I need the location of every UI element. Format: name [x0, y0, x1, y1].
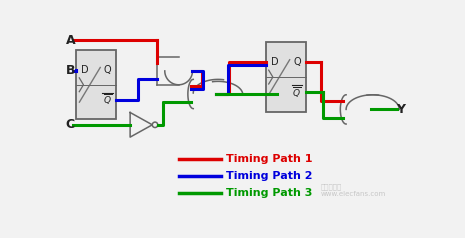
FancyBboxPatch shape	[76, 50, 116, 119]
Text: D: D	[81, 64, 89, 74]
Text: Y: Y	[397, 103, 405, 116]
Text: Q: Q	[293, 57, 301, 67]
Text: B: B	[66, 64, 75, 77]
Text: 电子发烧友
www.elecfans.com: 电子发烧友 www.elecfans.com	[321, 183, 386, 197]
Text: A: A	[66, 34, 75, 47]
FancyBboxPatch shape	[266, 42, 306, 112]
Text: Q: Q	[104, 64, 111, 74]
Text: D: D	[271, 57, 278, 67]
Text: $\overline{Q}$: $\overline{Q}$	[103, 93, 112, 108]
Text: Timing Path 1: Timing Path 1	[226, 154, 313, 164]
Text: Timing Path 2: Timing Path 2	[226, 171, 313, 181]
Text: $\overline{Q}$: $\overline{Q}$	[292, 85, 301, 100]
Text: C: C	[66, 118, 74, 131]
Text: Timing Path 3: Timing Path 3	[226, 188, 313, 198]
